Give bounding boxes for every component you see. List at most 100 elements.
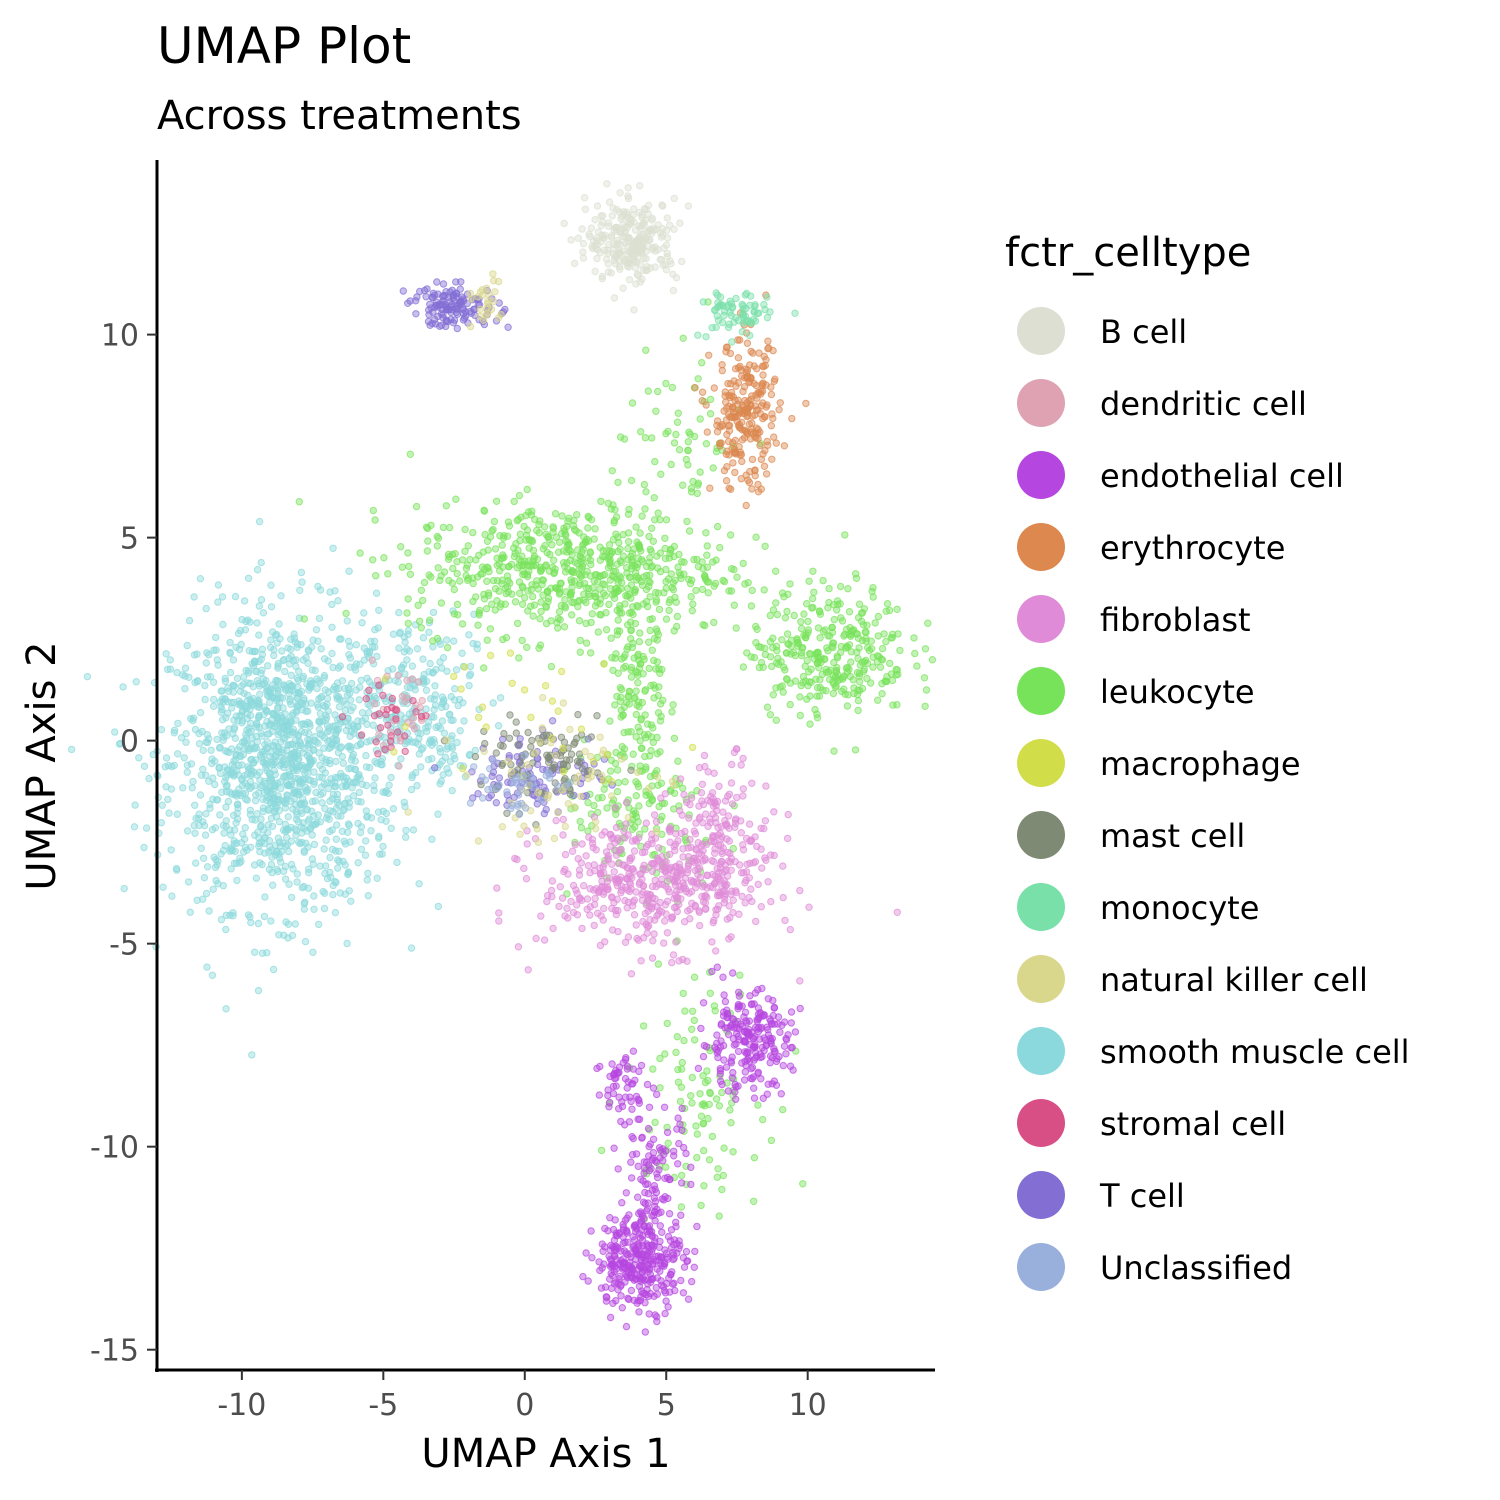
data-point [829,639,837,647]
data-point [655,605,664,614]
data-point [630,847,639,855]
data-point [511,854,519,863]
data-point [757,903,765,911]
data-point [343,617,351,625]
data-point [746,331,754,340]
data-point [759,371,767,379]
data-point [685,428,693,436]
data-point [719,973,727,981]
data-point [772,659,781,667]
data-point [574,597,582,606]
data-point [721,392,729,400]
data-point [736,424,744,432]
data-point [622,875,630,883]
data-point [649,1084,658,1092]
data-point [495,917,503,925]
data-point [173,810,182,818]
data-point [572,527,580,535]
data-point [657,700,665,708]
data-point [282,795,291,803]
data-point [610,1247,619,1255]
data-point [300,615,308,623]
data-point [373,652,381,661]
data-point [751,411,759,419]
data-point [656,567,665,576]
data-point [532,934,540,943]
data-point [177,734,186,742]
data-point [678,811,686,819]
data-point [516,530,525,538]
data-point [314,637,322,645]
data-point [597,497,605,506]
data-point [252,874,260,882]
data-point [621,896,629,905]
data-point [443,765,451,773]
data-point [452,495,460,503]
data-point [687,1163,695,1172]
data-point [304,817,312,825]
data-point [691,830,700,838]
data-point [236,687,245,695]
data-point [373,759,381,767]
data-point [716,1065,724,1073]
data-point [629,1080,637,1088]
data-point [561,530,569,538]
data-point [786,925,794,934]
data-point [287,671,295,679]
data-point [766,653,775,661]
data-point [698,388,707,396]
data-point [638,1275,646,1284]
data-point [257,821,265,830]
data-point [639,1242,647,1250]
data-point [606,1313,615,1322]
data-point [728,760,736,769]
data-point [664,1303,672,1311]
data-point [893,701,901,709]
data-point [619,664,628,672]
data-point [354,772,363,780]
data-point [750,1154,759,1162]
data-point [661,917,669,925]
data-point [634,1162,642,1171]
data-point [639,600,648,608]
data-point [253,566,262,574]
data-point [630,867,638,875]
data-point [801,662,809,670]
data-point [797,624,806,633]
data-point [619,861,627,869]
data-point [747,292,755,300]
data-point [613,692,621,701]
data-point [611,701,619,709]
data-point [760,462,769,470]
data-point [666,1175,674,1184]
data-point [726,349,735,358]
data-point [776,683,784,691]
data-point [763,703,772,711]
data-point [606,717,614,725]
data-point [582,639,591,647]
data-point [420,670,428,679]
data-point [727,565,736,573]
data-point [656,1222,664,1230]
data-point [630,911,639,919]
data-point [748,779,756,787]
data-point [714,1053,722,1062]
data-point [277,592,285,600]
data-point [542,619,551,628]
data-point [202,889,211,898]
data-point [748,897,756,906]
data-point [717,1037,725,1045]
data-point [693,1130,701,1138]
data-point [713,1173,721,1181]
data-point [317,645,325,653]
data-point [740,1076,749,1084]
data-point [411,686,419,694]
data-point [462,564,471,573]
data-point [519,570,527,579]
data-point [558,894,567,902]
data-point [554,614,562,623]
data-point [718,1080,726,1089]
data-point [452,666,461,674]
data-point [193,896,201,904]
data-point [323,874,332,883]
